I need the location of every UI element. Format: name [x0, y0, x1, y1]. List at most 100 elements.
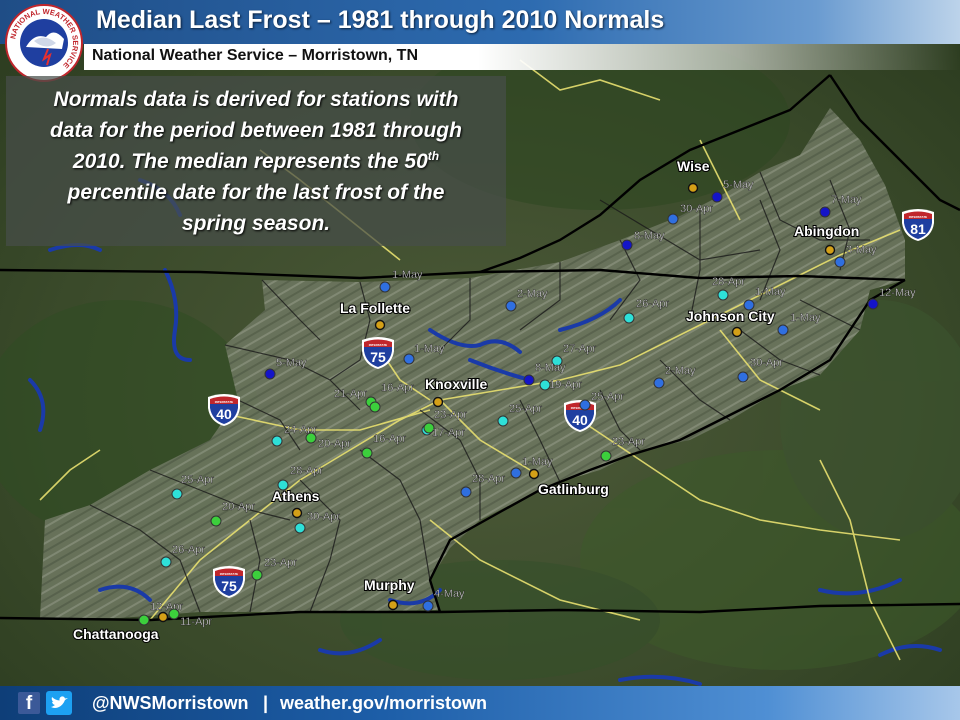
- city-marker: [528, 468, 540, 480]
- twitter-icon[interactable]: [46, 691, 72, 715]
- station-date-label: 16-Apr: [381, 382, 414, 394]
- station-marker: [403, 353, 415, 365]
- station-marker: [251, 569, 263, 581]
- station-date-label: 4-May: [434, 588, 465, 600]
- station-marker: [505, 300, 517, 312]
- info-line-3-sup: th: [427, 149, 440, 163]
- station-date-label: 23-Apr: [612, 436, 645, 448]
- state-lines: [0, 74, 960, 622]
- station-marker: [305, 432, 317, 444]
- station-marker: [510, 467, 522, 479]
- station-marker: [539, 379, 551, 391]
- shield-route: 40: [216, 406, 232, 422]
- shield-header: INTERSTATE: [571, 406, 589, 410]
- facebook-icon[interactable]: f: [18, 692, 40, 714]
- interstate-shield-75-south: INTERSTATE 75: [213, 566, 245, 598]
- city-marker: [157, 611, 169, 623]
- city-label: Athens: [272, 488, 320, 504]
- station-marker: [867, 298, 879, 310]
- station-date-label: 3-May: [846, 244, 877, 256]
- station-date-label: 30-Apr: [750, 357, 783, 369]
- station-date-label: 23-Apr: [434, 409, 467, 421]
- station-date-label: 28-Apr: [290, 465, 323, 477]
- station-date-label: 8-May: [535, 362, 566, 374]
- page-title: Median Last Frost – 1981 through 2010 No…: [96, 6, 665, 34]
- station-date-label: 21-Apr: [334, 388, 367, 400]
- station-marker: [361, 447, 373, 459]
- title-bar: [0, 0, 960, 44]
- station-date-label: 12-May: [879, 287, 916, 299]
- station-marker: [579, 399, 591, 411]
- station-date-label: 25-Apr: [181, 474, 214, 486]
- station-date-label: 25-Apr: [591, 391, 624, 403]
- station-marker: [264, 368, 276, 380]
- station-date-label: 26-Apr: [636, 298, 669, 310]
- station-marker: [777, 324, 789, 336]
- city-marker: [387, 599, 399, 611]
- city-label: Johnson City: [686, 308, 775, 324]
- station-date-label: 8-May: [634, 230, 665, 242]
- station-date-label: 26-Apr: [172, 544, 205, 556]
- city-marker: [374, 319, 386, 331]
- station-marker: [737, 371, 749, 383]
- station-date-label: 19-Apr: [549, 379, 582, 391]
- interstate-shield-75-north: INTERSTATE 75: [362, 337, 394, 369]
- city-label: Murphy: [364, 577, 415, 593]
- city-label: La Follette: [340, 300, 410, 316]
- shield-route: 75: [370, 349, 386, 365]
- footer-separator: |: [263, 693, 269, 713]
- station-marker: [423, 422, 435, 434]
- twitter-handle[interactable]: @NWSMorristown: [92, 693, 249, 713]
- station-date-label: 23-Apr: [264, 557, 297, 569]
- city-marker: [432, 396, 444, 408]
- station-date-label: 1-May: [414, 343, 445, 355]
- station-date-label: 5-May: [276, 357, 307, 369]
- city-label: Gatlinburg: [538, 481, 609, 497]
- station-marker: [711, 191, 723, 203]
- shield-header: INTERSTATE: [369, 343, 387, 347]
- station-marker: [168, 608, 180, 620]
- info-line-5: spring season.: [181, 212, 331, 235]
- station-marker: [294, 522, 306, 534]
- interstate-shield-40-west: INTERSTATE 40: [208, 394, 240, 426]
- city-markers: Wise Abingdon La Follette Johnson City Knoxv…: [72, 157, 860, 643]
- info-text: Normals data is derived for stations wit…: [18, 84, 494, 239]
- shield-route: 40: [572, 412, 588, 428]
- station-marker: [497, 415, 509, 427]
- station-marker: [600, 450, 612, 462]
- station-date-label: 28-Apr: [472, 473, 505, 485]
- station-marker: [160, 556, 172, 568]
- station-marker: [171, 488, 183, 500]
- station-date-label: 20-Apr: [318, 438, 351, 450]
- shield-header: INTERSTATE: [909, 215, 927, 219]
- city-marker: [824, 244, 836, 256]
- station-marker: [621, 239, 633, 251]
- station-date-label: 2-May: [517, 288, 548, 300]
- station-date-label: 30-Apr: [307, 511, 340, 523]
- city-label: Knoxville: [425, 376, 487, 392]
- city-label: Wise: [677, 158, 710, 174]
- station-marker: [653, 377, 665, 389]
- shield-header: INTERSTATE: [215, 400, 233, 404]
- station-date-label: 1-May: [392, 269, 423, 281]
- shield-route: 81: [910, 221, 926, 237]
- station-date-label: 28-Apr: [712, 276, 745, 288]
- shield-header: INTERSTATE: [220, 572, 238, 576]
- station-marker: [834, 256, 846, 268]
- city-marker: [291, 507, 303, 519]
- website-link[interactable]: weather.gov/morristown: [280, 693, 488, 713]
- station-date-label: 2-May: [665, 365, 696, 377]
- station-date-label: 1-May: [522, 456, 553, 468]
- nws-logo-icon: NATIONAL WEATHER SERVICE: [5, 4, 83, 82]
- station-marker: [623, 312, 635, 324]
- station-date-label: 27-Apr: [563, 343, 596, 355]
- station-date-label: 25-Apr: [509, 403, 542, 415]
- station-marker: [460, 486, 472, 498]
- shield-route: 75: [221, 578, 237, 594]
- station-marker: [277, 479, 289, 491]
- station-marker: [819, 206, 831, 218]
- subtitle-bar: [84, 44, 960, 70]
- info-line-1: Normals data is derived for stations wit…: [53, 88, 459, 111]
- info-box: [6, 76, 506, 246]
- station-marker: [369, 401, 381, 413]
